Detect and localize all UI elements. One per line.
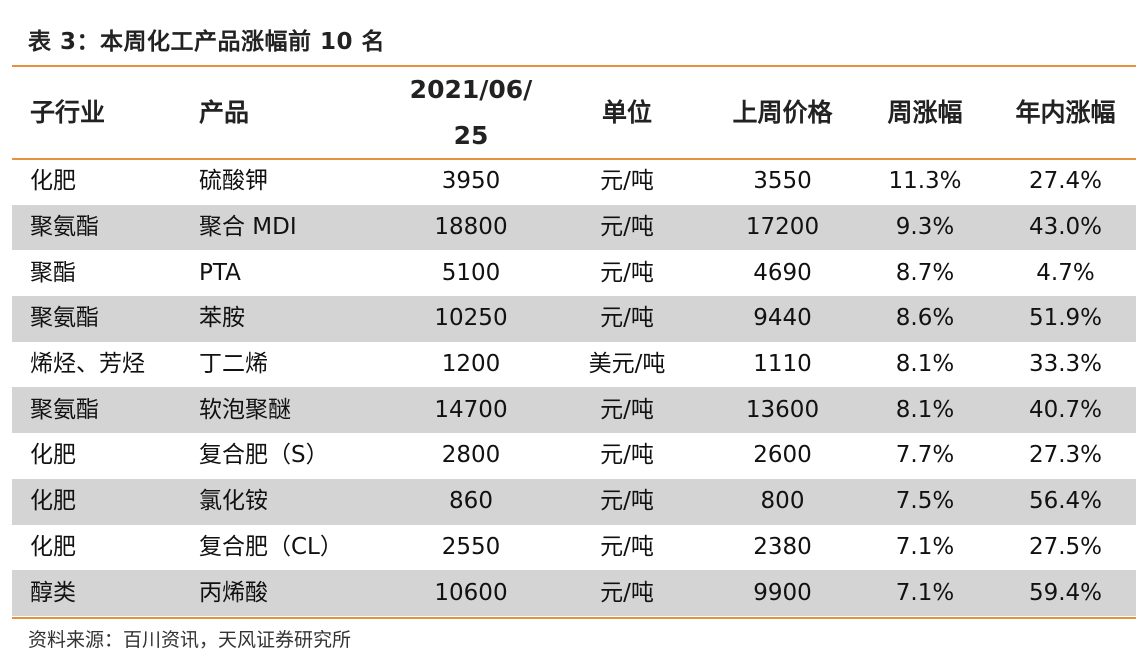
header-product: 产品	[199, 98, 250, 127]
cell-industry: 化肥	[30, 533, 76, 560]
cell-unit: 元/吨	[600, 168, 654, 195]
cell-weekly: 8.7%	[895, 259, 955, 286]
cell-last-week: 800	[710, 478, 855, 525]
cell-ytd: 43.0%	[995, 204, 1136, 251]
cell-unit: 美元/吨	[588, 351, 666, 378]
header-price-date-line1: 2021/06/	[409, 75, 533, 104]
cell-last-week: 3550	[753, 168, 812, 195]
cell-last-week: 13600	[710, 387, 855, 434]
cell-ytd: 40.7%	[995, 387, 1136, 434]
cell-ytd: 33.3%	[1028, 351, 1103, 378]
table-row: 化肥 氯化铵 860 元/吨 800 7.5% 56.4%	[12, 478, 1136, 525]
header-weekly-change: 周涨幅	[887, 98, 963, 127]
table-row: 烯烃、芳烃 丁二烯 1200 美元/吨 1110 8.1% 33.3%	[12, 342, 1136, 388]
cell-last-week: 1110	[753, 351, 812, 378]
table-row: 聚氨酯 聚合 MDI 18800 元/吨 17200 9.3% 43.0%	[12, 204, 1136, 251]
cell-weekly: 8.1%	[895, 351, 955, 378]
cell-unit: 元/吨	[544, 387, 710, 434]
cell-last-week: 2600	[753, 442, 812, 469]
cell-industry: 化肥	[12, 478, 195, 525]
cell-unit: 元/吨	[544, 570, 710, 616]
cell-weekly: 9.3%	[855, 204, 995, 251]
cell-last-week: 9440	[710, 296, 855, 342]
cell-price: 18800	[398, 204, 544, 251]
cell-product: 氯化铵	[195, 478, 398, 525]
cell-industry: 聚酯	[30, 259, 76, 286]
cell-industry: 化肥	[30, 168, 76, 195]
table-row: 聚氨酯 软泡聚醚 14700 元/吨 13600 8.1% 40.7%	[12, 387, 1136, 434]
top-rule	[12, 65, 1136, 67]
cell-product: 硫酸钾	[199, 168, 268, 195]
table-row: 聚氨酯 苯胺 10250 元/吨 9440 8.6% 51.9%	[12, 296, 1136, 342]
cell-ytd: 56.4%	[995, 478, 1136, 525]
cell-ytd: 27.5%	[1028, 533, 1103, 560]
header-price-date: 2021/06/ 25	[398, 67, 544, 159]
cell-weekly: 8.1%	[855, 387, 995, 434]
cell-unit: 元/吨	[600, 259, 654, 286]
cell-unit: 元/吨	[544, 296, 710, 342]
cell-price: 1200	[441, 351, 501, 378]
cell-product: 复合肥（CL）	[199, 533, 343, 560]
cell-price: 10600	[398, 570, 544, 616]
cell-unit: 元/吨	[544, 478, 710, 525]
header-price-date-line2: 25	[453, 121, 489, 150]
cell-unit: 元/吨	[544, 204, 710, 251]
source-note: 资料来源：百川资讯，天风证券研究所	[28, 629, 352, 651]
cell-unit: 元/吨	[600, 533, 654, 560]
cell-price: 14700	[398, 387, 544, 434]
cell-price: 860	[398, 478, 544, 525]
cell-weekly: 7.1%	[895, 533, 955, 560]
bottom-rule	[12, 617, 1136, 619]
header-unit: 单位	[601, 98, 652, 127]
cell-product: PTA	[199, 259, 241, 286]
cell-product: 软泡聚醚	[195, 387, 398, 434]
header-industry: 子行业	[30, 98, 106, 127]
cell-industry: 烯烃、芳烃	[30, 351, 145, 378]
cell-product: 丁二烯	[199, 351, 268, 378]
cell-ytd: 27.4%	[1028, 168, 1103, 195]
table-row: 化肥 硫酸钾 3950 元/吨 3550 11.3% 27.4%	[12, 159, 1136, 205]
cell-ytd: 59.4%	[995, 570, 1136, 616]
cell-product: 复合肥（S）	[199, 442, 329, 469]
cell-weekly: 8.6%	[855, 296, 995, 342]
table-row: 化肥 复合肥（S） 2800 元/吨 2600 7.7% 27.3%	[12, 433, 1136, 479]
table-row: 聚酯 PTA 5100 元/吨 4690 8.7% 4.7%	[12, 250, 1136, 296]
cell-ytd: 51.9%	[995, 296, 1136, 342]
cell-unit: 元/吨	[600, 442, 654, 469]
table-row: 醇类 丙烯酸 10600 元/吨 9900 7.1% 59.4%	[12, 570, 1136, 616]
cell-product: 聚合 MDI	[195, 204, 398, 251]
cell-price: 2550	[441, 533, 501, 560]
cell-last-week: 4690	[753, 259, 812, 286]
cell-industry: 化肥	[30, 442, 76, 469]
table-caption: 表 3：本周化工产品涨幅前 10 名	[28, 29, 386, 55]
cell-industry: 聚氨酯	[12, 204, 195, 251]
cell-industry: 醇类	[12, 570, 195, 616]
cell-last-week: 2380	[753, 533, 812, 560]
cell-weekly: 7.7%	[895, 442, 955, 469]
cell-product: 丙烯酸	[195, 570, 398, 616]
cell-price: 3950	[441, 168, 501, 195]
table-row: 化肥 复合肥（CL） 2550 元/吨 2380 7.1% 27.5%	[12, 525, 1136, 571]
header-row: 子行业 产品 2021/06/ 25 单位 上周价格 周涨幅 年内涨幅	[12, 67, 1136, 159]
header-rule	[12, 158, 1136, 160]
header-last-week-price: 上周价格	[732, 98, 833, 127]
cell-weekly: 11.3%	[888, 168, 962, 195]
cell-price: 2800	[441, 442, 501, 469]
cell-last-week: 9900	[710, 570, 855, 616]
header-ytd-change: 年内涨幅	[1015, 98, 1116, 127]
cell-ytd: 27.3%	[1028, 442, 1103, 469]
cell-weekly: 7.1%	[855, 570, 995, 616]
cell-ytd: 4.7%	[1036, 259, 1095, 286]
cell-weekly: 7.5%	[855, 478, 995, 525]
cell-product: 苯胺	[195, 296, 398, 342]
cell-industry: 聚氨酯	[12, 387, 195, 434]
cell-price: 5100	[441, 259, 501, 286]
cell-price: 10250	[398, 296, 544, 342]
cell-industry: 聚氨酯	[12, 296, 195, 342]
price-change-table: 子行业 产品 2021/06/ 25 单位 上周价格 周涨幅 年内涨幅 化肥 硫…	[12, 67, 1136, 616]
cell-last-week: 17200	[710, 204, 855, 251]
